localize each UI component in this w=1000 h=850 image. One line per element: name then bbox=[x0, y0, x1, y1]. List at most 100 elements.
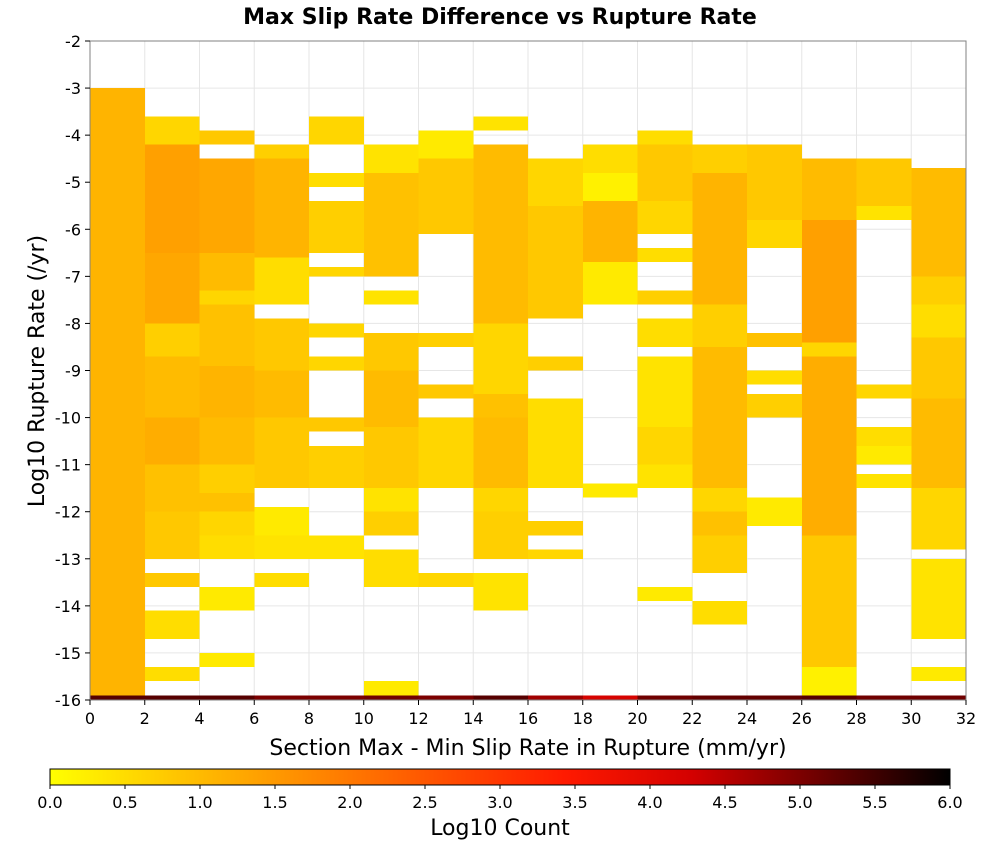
heatmap-cell bbox=[747, 695, 802, 700]
heatmap-cell bbox=[254, 318, 309, 371]
heatmap-cell bbox=[692, 535, 747, 573]
x-tick-label: 18 bbox=[573, 709, 593, 728]
colorbar-tick-label: 5.5 bbox=[862, 793, 887, 812]
heatmap-cell bbox=[528, 695, 583, 700]
heatmap-cell bbox=[747, 497, 802, 526]
heatmap-cell bbox=[911, 276, 966, 305]
x-tick-label: 10 bbox=[354, 709, 374, 728]
x-tick-label: 12 bbox=[408, 709, 428, 728]
heatmap-cell bbox=[309, 266, 364, 277]
heatmap-cell bbox=[911, 695, 966, 700]
heatmap-cell bbox=[254, 144, 309, 159]
y-tick-label: -14 bbox=[55, 597, 81, 616]
heatmap-cell bbox=[801, 342, 857, 357]
heatmap-cell bbox=[144, 252, 200, 324]
heatmap-cell bbox=[418, 130, 474, 159]
heatmap-cell bbox=[254, 257, 309, 305]
y-tick-label: -10 bbox=[55, 409, 81, 428]
heatmap-cell bbox=[747, 219, 802, 249]
heatmap-cell bbox=[418, 158, 474, 234]
heatmap-cell bbox=[856, 158, 912, 206]
heatmap-cell bbox=[254, 695, 309, 700]
heatmap-cell bbox=[856, 426, 912, 446]
heatmap-cell bbox=[254, 572, 309, 588]
heatmap-cell bbox=[692, 144, 747, 173]
colorbar-tick-label: 6.0 bbox=[937, 793, 962, 812]
heatmap-cell bbox=[199, 365, 255, 418]
heatmap-cell bbox=[637, 201, 693, 234]
heatmap-cell bbox=[692, 304, 747, 347]
heatmap-cell bbox=[473, 116, 528, 131]
heatmap-cell bbox=[637, 356, 693, 427]
heatmap-cell bbox=[801, 356, 857, 536]
x-axis-ticks: 0 2 4 6 8 10 12 14 16 18 20 22 24 26 28 30 32 bbox=[85, 700, 976, 728]
colorbar-tick-label: 1.0 bbox=[187, 793, 212, 812]
x-tick-label: 14 bbox=[463, 709, 483, 728]
y-tick-label: -4 bbox=[65, 126, 81, 145]
heatmap-cell bbox=[692, 601, 747, 625]
heatmap-cell bbox=[582, 201, 638, 263]
heatmap-cell bbox=[90, 695, 145, 700]
heatmap-cell bbox=[254, 417, 309, 489]
x-tick-label: 4 bbox=[194, 709, 204, 728]
heatmap-cell bbox=[473, 572, 528, 611]
heatmap-cell bbox=[418, 417, 474, 489]
y-tick-label: -8 bbox=[65, 314, 81, 333]
heatmap-cell bbox=[199, 158, 255, 253]
colorbar-tick-label: 3.5 bbox=[562, 793, 587, 812]
heatmap-cell bbox=[747, 332, 802, 347]
heatmap-cell bbox=[747, 370, 802, 385]
heatmap-cell bbox=[254, 370, 309, 418]
heatmap-cell bbox=[473, 323, 528, 395]
heatmap-cell bbox=[199, 290, 255, 305]
colorbar-tick-label: 0.0 bbox=[37, 793, 62, 812]
heatmap-cell bbox=[637, 464, 693, 489]
heatmap-cell bbox=[144, 356, 200, 418]
heatmap-cell bbox=[528, 205, 583, 319]
colorbar-tick-label: 3.0 bbox=[487, 793, 512, 812]
heatmap-cell bbox=[747, 144, 802, 220]
colorbar-tick-label: 5.0 bbox=[787, 793, 812, 812]
heatmap-cell bbox=[582, 262, 638, 305]
heatmap-cell bbox=[363, 370, 419, 427]
heatmap-cell bbox=[692, 172, 747, 305]
heatmap-cell bbox=[309, 116, 364, 145]
heatmap-cell bbox=[801, 158, 857, 220]
heatmap-cell bbox=[418, 332, 474, 347]
colorbar-ticks: 0.0 0.5 1.0 1.5 2.0 2.5 3.0 3.5 4.0 4.5 5.0 5.5 6.0 bbox=[37, 785, 963, 812]
heatmap-cell bbox=[254, 158, 309, 258]
heatmap-cell bbox=[692, 488, 747, 512]
heatmap-cell bbox=[418, 572, 474, 588]
heatmap-cell bbox=[254, 535, 309, 559]
colorbar bbox=[49, 768, 951, 786]
heatmap-cell bbox=[363, 201, 419, 277]
heatmap-cell bbox=[582, 695, 638, 700]
x-axis-label: Section Max - Min Slip Rate in Rupture (… bbox=[269, 736, 786, 761]
heatmap-cell bbox=[254, 507, 309, 536]
heatmap-cell bbox=[309, 172, 364, 187]
colorbar-tick-label: 4.5 bbox=[712, 793, 737, 812]
heatmap-cell bbox=[473, 511, 528, 559]
heatmap-cell bbox=[637, 290, 693, 305]
heatmap-cell bbox=[911, 337, 966, 399]
heatmap-cell bbox=[911, 398, 966, 489]
heatmap-cell bbox=[144, 323, 200, 357]
heatmap-cell bbox=[309, 535, 364, 559]
heatmap-cell bbox=[363, 144, 419, 173]
heatmap-cell bbox=[747, 394, 802, 418]
heatmap-cell bbox=[528, 398, 583, 489]
heatmap-cell bbox=[637, 130, 693, 145]
y-tick-label: -5 bbox=[65, 173, 81, 192]
colorbar-tick-label: 1.5 bbox=[262, 793, 287, 812]
heatmap-cell bbox=[801, 219, 857, 343]
heatmap-cell bbox=[144, 695, 200, 700]
heatmap-cell bbox=[363, 488, 419, 512]
heatmap-cell bbox=[309, 201, 364, 253]
heatmap-cell bbox=[144, 116, 200, 145]
y-tick-label: -12 bbox=[55, 503, 81, 522]
chart-title: Max Slip Rate Difference vs Rupture Rate bbox=[243, 5, 757, 30]
heatmap-cell bbox=[144, 610, 200, 639]
heatmap-cells bbox=[90, 88, 966, 700]
heatmap-cell bbox=[856, 445, 912, 465]
y-axis-label: Log10 Rupture Rate (/yr) bbox=[25, 235, 50, 507]
